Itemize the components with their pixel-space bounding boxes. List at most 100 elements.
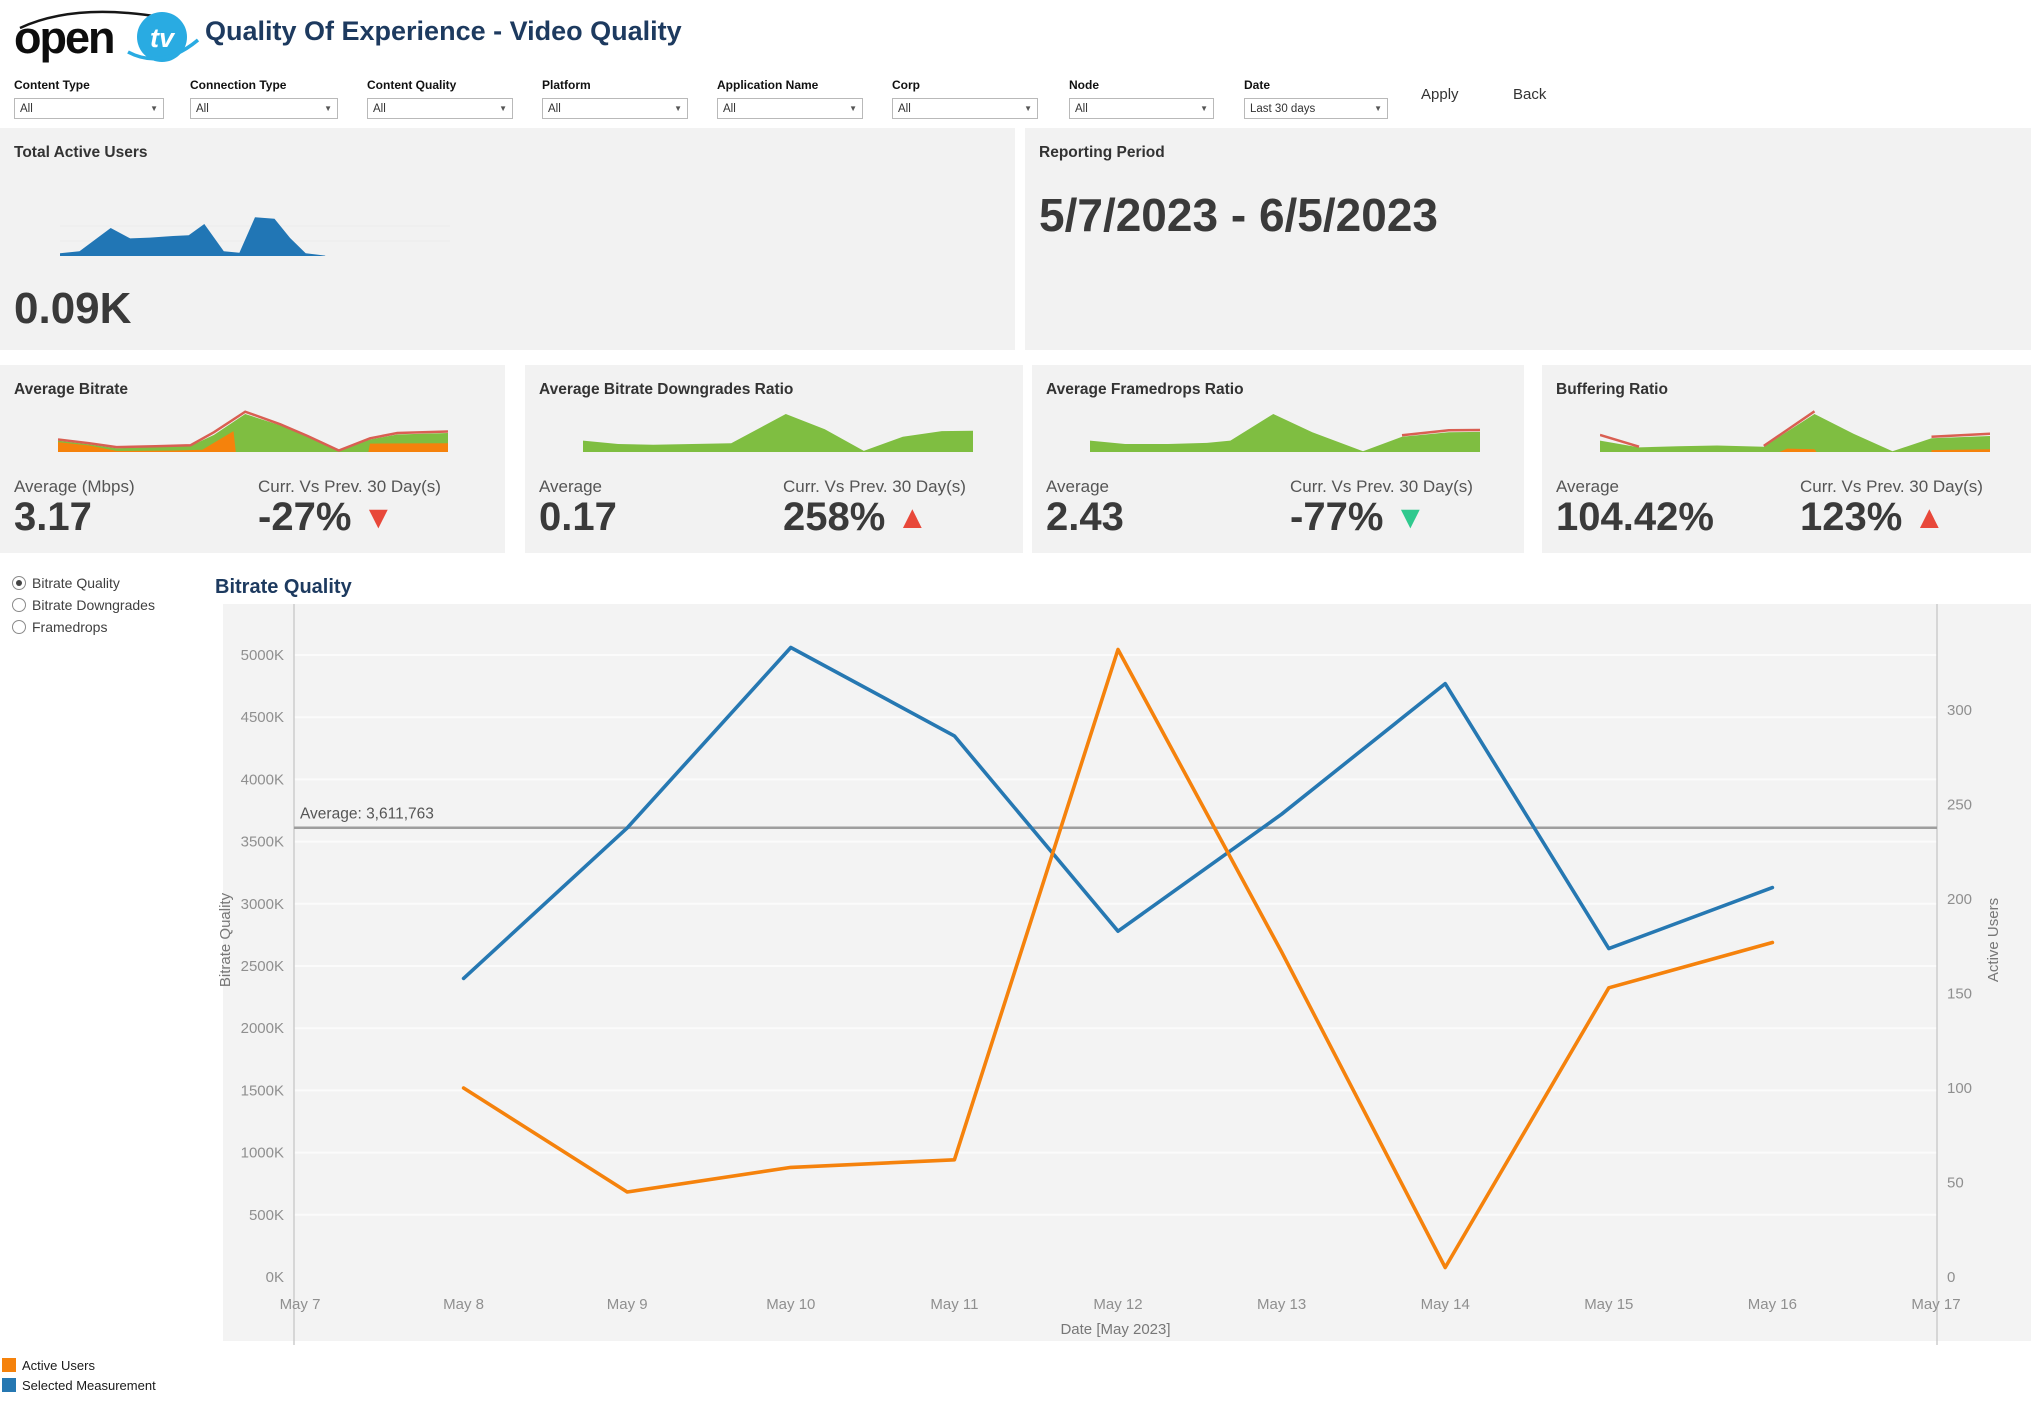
radio-framedrops[interactable]: Framedrops — [12, 616, 155, 638]
right-axis-title: Active Users — [1985, 898, 2002, 982]
delta-value: 123% ▲ — [1800, 495, 1945, 540]
svg-text:May 10: May 10 — [766, 1296, 815, 1313]
average-label: Average (Mbps) — [14, 477, 135, 496]
total-active-users-value: 0.09K — [14, 284, 132, 333]
radio-bitrate-downgrades[interactable]: Bitrate Downgrades — [12, 594, 155, 616]
kpi-sparkline — [1600, 410, 1990, 452]
chevron-down-icon: ▼ — [1024, 104, 1032, 113]
filter-label: Connection Type — [190, 78, 287, 92]
svg-text:May 13: May 13 — [1257, 1296, 1306, 1313]
legend-item-selected-measurement: Selected Measurement — [2, 1375, 156, 1395]
reporting-period-card: Reporting Period 5/7/2023 - 6/5/2023 — [1025, 128, 2031, 350]
select-value: All — [548, 102, 561, 115]
logo-swoosh-blue — [127, 38, 200, 61]
svg-text:May 9: May 9 — [607, 1296, 648, 1313]
series-selected-measurement — [461, 645, 1775, 981]
kpi-sparkline — [583, 414, 973, 452]
filter-label: Corp — [892, 78, 920, 92]
svg-text:May 11: May 11 — [930, 1296, 978, 1313]
kpi-card: Buffering Ratio Average Curr. Vs Prev. 3… — [1542, 365, 2031, 553]
delta-text: -27% — [258, 495, 352, 539]
content-quality-select[interactable]: All ▼ — [367, 98, 513, 119]
bitrate-quality-chart[interactable]: Average: 3,611,763 0K 500K 1000K 1500K 2000K 2… — [170, 556, 2031, 1348]
radio-button-icon[interactable] — [12, 598, 26, 612]
opentv-logo: open tv — [14, 10, 200, 63]
chevron-down-icon: ▼ — [499, 104, 507, 113]
card-title: Buffering Ratio — [1556, 381, 1668, 398]
chart-legend: Active Users Selected Measurement — [2, 1355, 156, 1395]
legend-label: Selected Measurement — [22, 1377, 156, 1393]
radio-bitrate-quality[interactable]: Bitrate Quality — [12, 572, 155, 594]
radio-button-icon[interactable] — [12, 576, 26, 590]
average-value: 2.43 — [1046, 495, 1124, 539]
kpi-sparkline — [58, 410, 448, 452]
filter-node: Node All ▼ — [1069, 78, 1214, 119]
measurement-selector: Bitrate Quality Bitrate Downgrades Frame… — [12, 572, 155, 638]
kpi-sparkline — [1090, 414, 1480, 452]
chevron-down-icon: ▼ — [674, 104, 682, 113]
kpi-card: Average Framedrops Ratio Average Curr. V… — [1032, 365, 1524, 553]
svg-text:2500K: 2500K — [241, 958, 284, 975]
chevron-down-icon: ▼ — [1200, 104, 1208, 113]
content-type-select[interactable]: All ▼ — [14, 98, 164, 119]
radio-label: Bitrate Quality — [32, 575, 120, 591]
logo-word: open — [14, 12, 114, 63]
average-label: Average — [1046, 477, 1110, 496]
delta-triangle-icon: ▼ — [1394, 499, 1427, 535]
back-button[interactable]: Back — [1513, 86, 1547, 103]
radio-button-icon[interactable] — [12, 620, 26, 634]
delta-value: -27% ▼ — [258, 495, 394, 540]
corp-select[interactable]: All ▼ — [892, 98, 1038, 119]
svg-text:May 15: May 15 — [1584, 1296, 1633, 1313]
svg-text:5000K: 5000K — [241, 647, 284, 664]
filter-label: Date — [1244, 78, 1271, 92]
delta-label: Curr. Vs Prev. 30 Day(s) — [783, 477, 966, 496]
date-select[interactable]: Last 30 days ▼ — [1244, 98, 1388, 119]
svg-text:0K: 0K — [266, 1269, 284, 1286]
svg-text:May 12: May 12 — [1093, 1296, 1142, 1313]
kpi-card: Average Bitrate Average (Mbps) Curr. Vs … — [0, 365, 505, 553]
card-title: Average Bitrate — [14, 381, 129, 398]
delta-value: -77% ▼ — [1290, 495, 1426, 540]
svg-text:4000K: 4000K — [241, 771, 284, 788]
total-active-users-sparkline — [60, 217, 450, 256]
legend-label: Active Users — [22, 1357, 95, 1373]
connection-type-select[interactable]: All ▼ — [190, 98, 338, 119]
legend-item-active-users: Active Users — [2, 1355, 156, 1375]
header: open tv Quality Of Experience - Video Qu… — [0, 0, 2031, 70]
delta-value: 258% ▲ — [783, 495, 928, 540]
apply-button[interactable]: Apply — [1421, 86, 1459, 103]
platform-select[interactable]: All ▼ — [542, 98, 688, 119]
delta-label: Curr. Vs Prev. 30 Day(s) — [258, 477, 441, 496]
delta-text: 123% — [1800, 495, 1903, 539]
select-value: All — [898, 102, 911, 115]
svg-text:4500K: 4500K — [241, 709, 284, 726]
delta-triangle-icon: ▼ — [362, 499, 395, 535]
select-value: All — [196, 102, 209, 115]
svg-text:0: 0 — [1947, 1269, 1955, 1286]
svg-text:250: 250 — [1947, 797, 1972, 814]
average-value: 3.17 — [14, 495, 92, 539]
chart-title: Bitrate Quality — [215, 576, 352, 598]
logo-tv: tv — [150, 23, 176, 53]
delta-text: 258% — [783, 495, 886, 539]
application-name-select[interactable]: All ▼ — [717, 98, 863, 119]
delta-label: Curr. Vs Prev. 30 Day(s) — [1290, 477, 1473, 496]
node-select[interactable]: All ▼ — [1069, 98, 1214, 119]
average-value: 104.42% — [1556, 495, 1714, 539]
svg-text:May 17: May 17 — [1911, 1296, 1960, 1313]
chevron-down-icon: ▼ — [324, 104, 332, 113]
left-axis-title: Bitrate Quality — [217, 892, 234, 987]
select-value: All — [20, 102, 33, 115]
svg-text:200: 200 — [1947, 891, 1972, 908]
svg-text:1000K: 1000K — [241, 1145, 284, 1162]
active-users-swatch — [2, 1358, 16, 1372]
radio-label: Framedrops — [32, 619, 108, 635]
svg-text:2000K: 2000K — [241, 1020, 284, 1037]
card-title: Total Active Users — [14, 144, 148, 161]
svg-text:May 8: May 8 — [443, 1296, 484, 1313]
logo-circle — [137, 12, 187, 62]
average-line-label: Average: 3,611,763 — [300, 806, 434, 823]
select-value: Last 30 days — [1250, 102, 1316, 115]
filter-label: Content Quality — [367, 78, 457, 92]
